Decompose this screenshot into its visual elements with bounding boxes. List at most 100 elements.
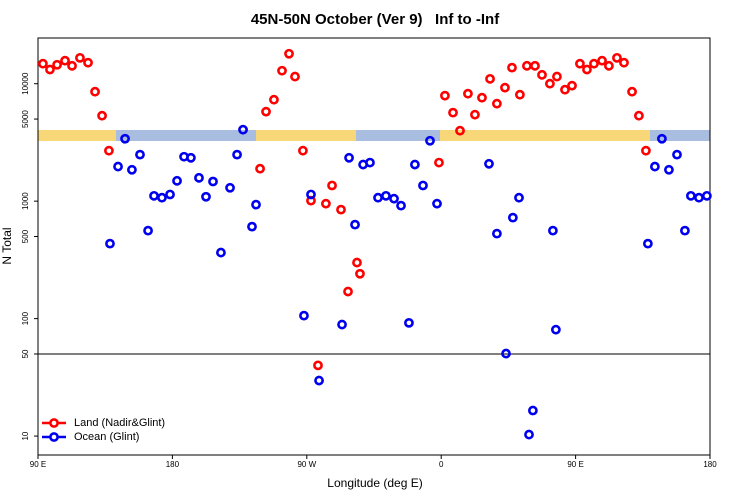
point: [507, 212, 518, 223]
point: [522, 60, 532, 71]
y-tick-label: 50: [21, 349, 30, 358]
point: [530, 60, 540, 71]
y-tick-label: 100: [21, 311, 30, 325]
x-tick-label: 180: [703, 460, 717, 469]
point: [90, 86, 100, 97]
y-tick-label: 10: [21, 431, 30, 440]
point: [507, 62, 517, 73]
point: [627, 86, 637, 97]
point: [290, 71, 300, 82]
point: [552, 71, 562, 82]
point: [327, 180, 337, 191]
y-tick-label: 5000: [21, 110, 30, 128]
x-tick-label: 180: [166, 460, 180, 469]
point: [634, 110, 644, 121]
chart-title: 45N-50N October (Ver 9) Inf to -Inf: [251, 11, 500, 28]
point: [321, 198, 331, 209]
point: [208, 176, 218, 187]
y-tick-label: 500: [21, 229, 30, 243]
point: [501, 348, 511, 359]
y-axis-label: N Total: [0, 227, 14, 264]
point: [284, 48, 294, 59]
point: [232, 149, 242, 160]
point: [277, 65, 287, 76]
point: [298, 145, 308, 156]
point: [355, 268, 365, 279]
point: [685, 190, 696, 201]
point: [350, 219, 360, 230]
point: [463, 88, 473, 99]
y-tick-label: 1000: [21, 192, 30, 210]
point: [201, 191, 211, 202]
point: [165, 189, 175, 200]
point: [261, 106, 271, 117]
point: [120, 133, 130, 144]
point: [657, 133, 667, 144]
point: [135, 149, 145, 160]
point: [83, 57, 93, 68]
point: [701, 190, 712, 201]
legend: Land (Nadir&Glint) Ocean (Glint): [42, 417, 165, 443]
x-axis-label: Longitude (deg E): [327, 476, 422, 490]
point: [127, 164, 137, 175]
point: [299, 310, 309, 321]
point: [550, 324, 561, 335]
point: [597, 55, 607, 66]
y-tick-label: 10000: [21, 72, 30, 95]
point: [524, 429, 534, 440]
point: [45, 64, 55, 75]
point: [186, 152, 196, 163]
point: [172, 175, 182, 186]
point: [485, 73, 495, 84]
point: [418, 180, 428, 191]
point: [251, 199, 261, 210]
point: [247, 221, 257, 232]
point: [425, 135, 435, 146]
point: [104, 145, 114, 156]
legend-swatch: [49, 418, 59, 428]
point: [344, 152, 354, 163]
point: [143, 225, 153, 236]
point: [313, 360, 323, 371]
point: [255, 163, 265, 174]
point: [149, 190, 159, 201]
point: [410, 159, 420, 170]
point: [389, 193, 399, 204]
point: [75, 52, 85, 63]
point: [60, 55, 70, 66]
x-tick-label: 0: [439, 460, 444, 469]
x-tick-label: 90 E: [567, 460, 583, 469]
point: [336, 204, 346, 215]
point: [582, 64, 592, 75]
point: [567, 80, 577, 91]
point: [470, 109, 480, 120]
point: [514, 89, 525, 100]
point: [238, 124, 248, 135]
point: [560, 84, 570, 95]
point: [434, 157, 444, 168]
point: [477, 92, 487, 103]
point: [352, 257, 362, 268]
point: [537, 69, 547, 80]
point: [337, 319, 347, 330]
point: [548, 225, 558, 236]
point: [694, 192, 704, 203]
x-tick-label: 90 E: [30, 460, 46, 469]
point: [527, 405, 538, 416]
point: [672, 149, 682, 160]
point: [194, 172, 204, 183]
point: [492, 98, 502, 109]
point: [514, 192, 524, 203]
point: [343, 286, 353, 297]
point: [612, 52, 622, 63]
point: [619, 57, 629, 68]
point: [641, 145, 651, 156]
point: [365, 157, 375, 168]
point: [455, 125, 465, 136]
point: [105, 238, 115, 249]
point: [664, 164, 674, 175]
point: [404, 317, 414, 328]
x-tick-label: 90 W: [297, 460, 316, 469]
plot-frame: [37, 37, 711, 456]
